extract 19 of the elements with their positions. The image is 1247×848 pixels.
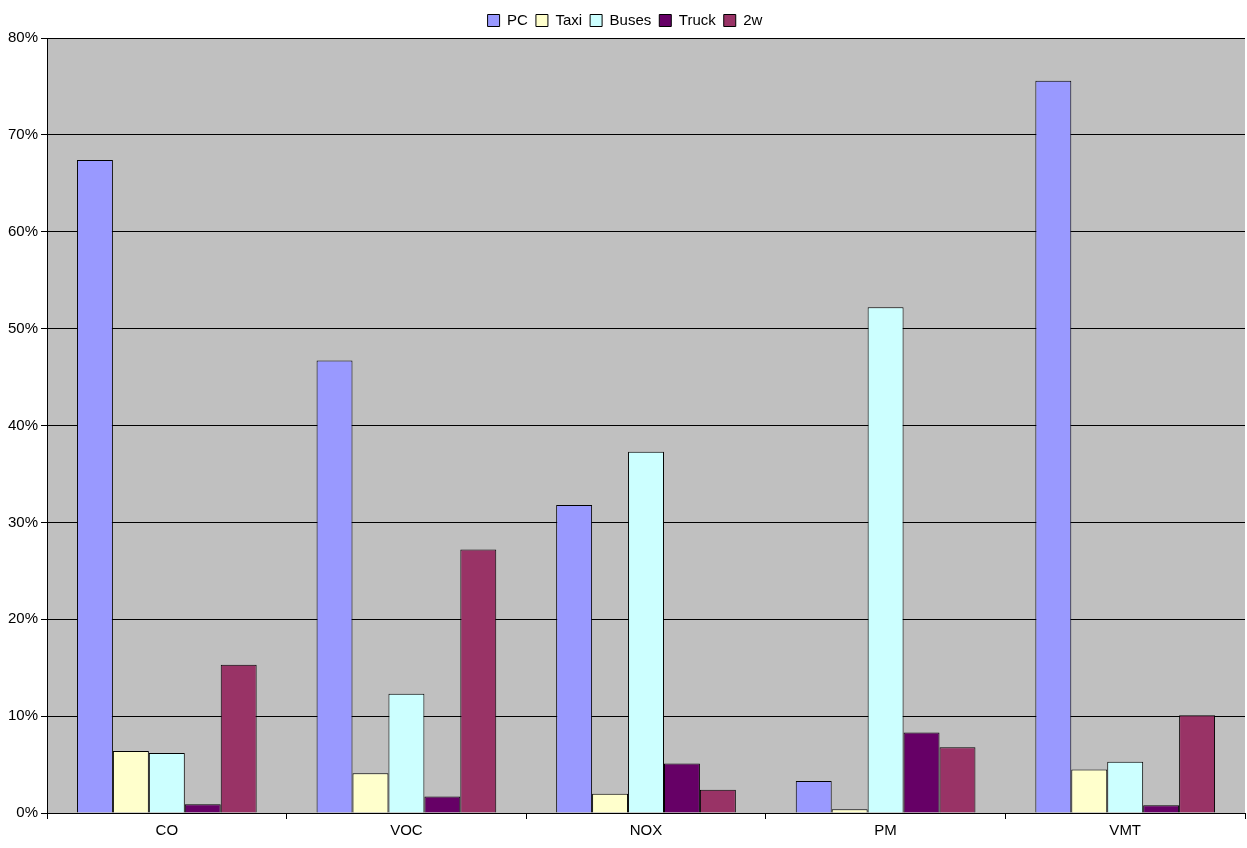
legend-label: PC [507, 10, 529, 28]
legend-label: Buses [609, 10, 652, 28]
x-tick-label: CO [155, 821, 179, 839]
y-tick-label: 80% [7, 28, 39, 46]
y-tick-label: 50% [7, 318, 39, 336]
y-tick-label: 20% [7, 609, 39, 627]
y-tick-label: 0% [16, 803, 39, 821]
x-tick-label: NOX [629, 821, 663, 839]
x-tick-label: PM [874, 821, 897, 839]
x-tick-label: VOC [390, 821, 423, 839]
y-tick-label: 40% [7, 415, 39, 433]
legend-label: 2w [743, 10, 763, 28]
y-tick-label: 60% [7, 221, 39, 239]
y-tick-label: 30% [7, 512, 39, 530]
legend-label: Truck [678, 10, 717, 28]
y-tick-label: 70% [7, 125, 39, 143]
y-tick-label: 10% [7, 706, 39, 724]
legend-label: Taxi [555, 10, 583, 28]
x-tick-label: VMT [1109, 821, 1142, 839]
